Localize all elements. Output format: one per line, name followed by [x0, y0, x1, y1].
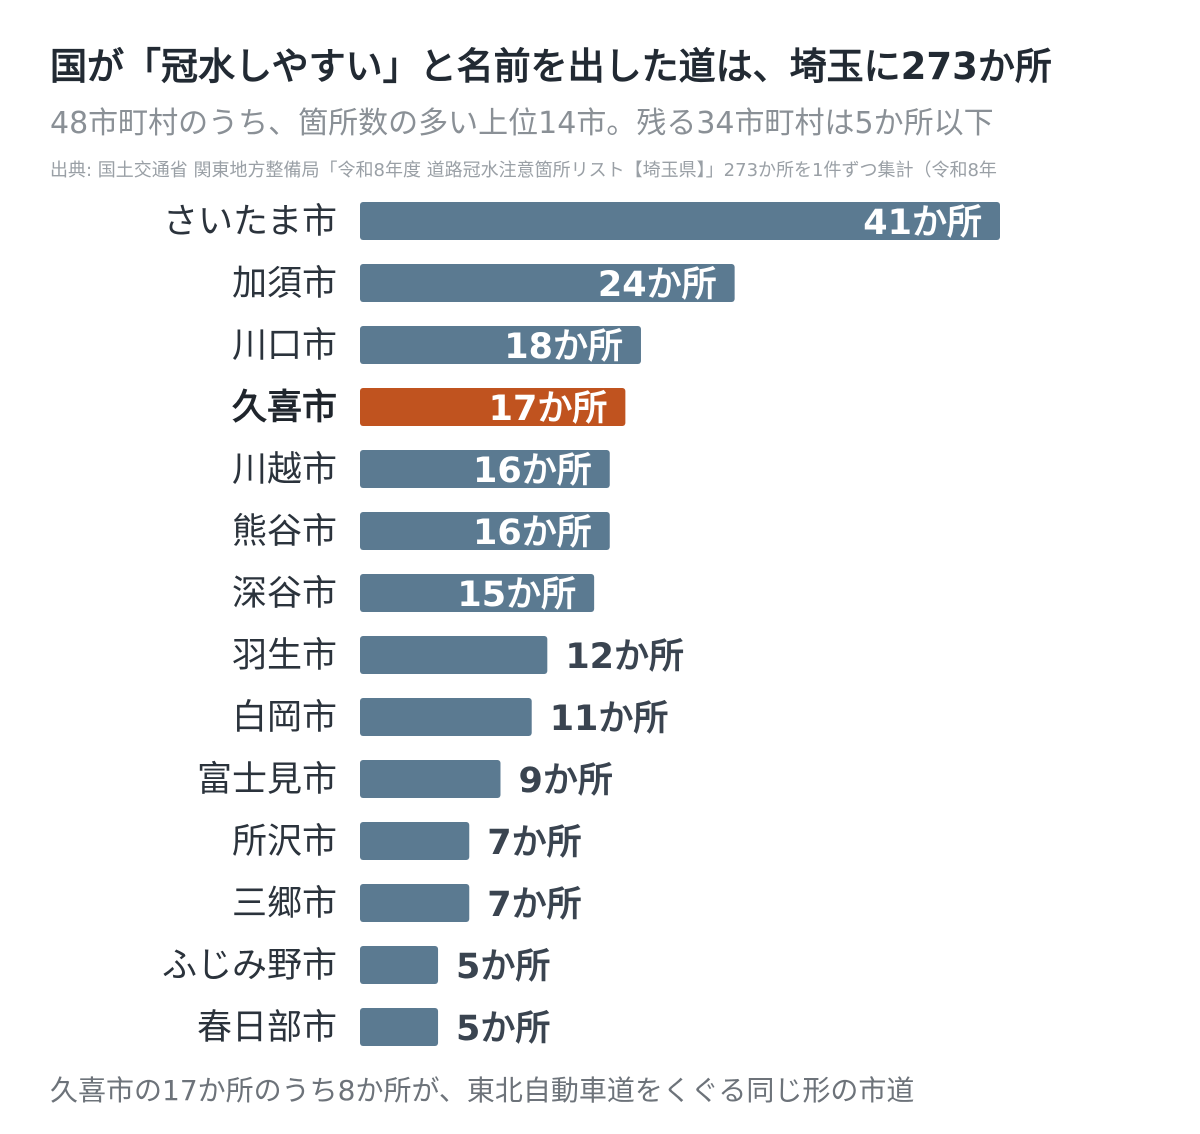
value-label: 7か所 [487, 885, 581, 925]
bar [360, 636, 548, 674]
value-label: 24か所 [598, 265, 717, 305]
bar [360, 822, 470, 860]
category-label: 羽生市 [232, 636, 337, 676]
chart-subtitle: 48市町村のうち、箇所数の多い上位14市。残る34市町村は5か所以下 [50, 106, 994, 141]
value-label: 16か所 [473, 513, 592, 553]
bar [360, 760, 501, 798]
value-label: 7か所 [487, 823, 581, 863]
bar [360, 574, 595, 612]
bar [360, 1008, 439, 1046]
category-label: さいたま市 [163, 202, 337, 242]
category-label: 白岡市 [232, 698, 337, 738]
category-label: 春日部市 [197, 1008, 337, 1048]
value-label: 17か所 [489, 389, 608, 429]
bar [360, 884, 470, 922]
value-label: 5か所 [456, 1009, 550, 1049]
value-label: 15か所 [457, 575, 576, 615]
value-label: 16か所 [473, 451, 592, 491]
category-label: 深谷市 [232, 574, 337, 614]
value-label: 12か所 [565, 637, 684, 677]
category-label: 熊谷市 [232, 512, 337, 552]
bar [360, 698, 532, 736]
bar [360, 326, 641, 364]
category-label: 三郷市 [232, 884, 337, 924]
category-label: 久喜市 [232, 388, 337, 428]
value-label: 18か所 [504, 327, 623, 367]
bar [360, 202, 1000, 240]
bar [360, 388, 626, 426]
category-label: 富士見市 [197, 760, 337, 800]
category-label: 川口市 [232, 326, 337, 366]
category-label: 川越市 [232, 450, 337, 490]
bar [360, 512, 610, 550]
bar [360, 264, 735, 302]
source-note: 出典: 国土交通省 関東地方整備局「令和8年度 道路冠水注意箇所リスト【埼玉県】… [50, 160, 997, 181]
chart-title: 国が「冠水しやすい」と名前を出した道は、埼玉に273か所 [50, 45, 1052, 88]
category-label: ふじみ野市 [162, 946, 337, 986]
footnote: 久喜市の17か所のうち8か所が、東北自動車道をくぐる同じ形の市道 [50, 1074, 915, 1107]
category-label: 所沢市 [232, 822, 337, 862]
value-label: 41か所 [863, 203, 982, 243]
value-label: 9か所 [518, 761, 612, 801]
value-label: 5か所 [456, 947, 550, 987]
bar [360, 946, 439, 984]
category-label: 加須市 [232, 264, 337, 304]
value-label: 11か所 [550, 699, 669, 739]
bar [360, 450, 610, 488]
